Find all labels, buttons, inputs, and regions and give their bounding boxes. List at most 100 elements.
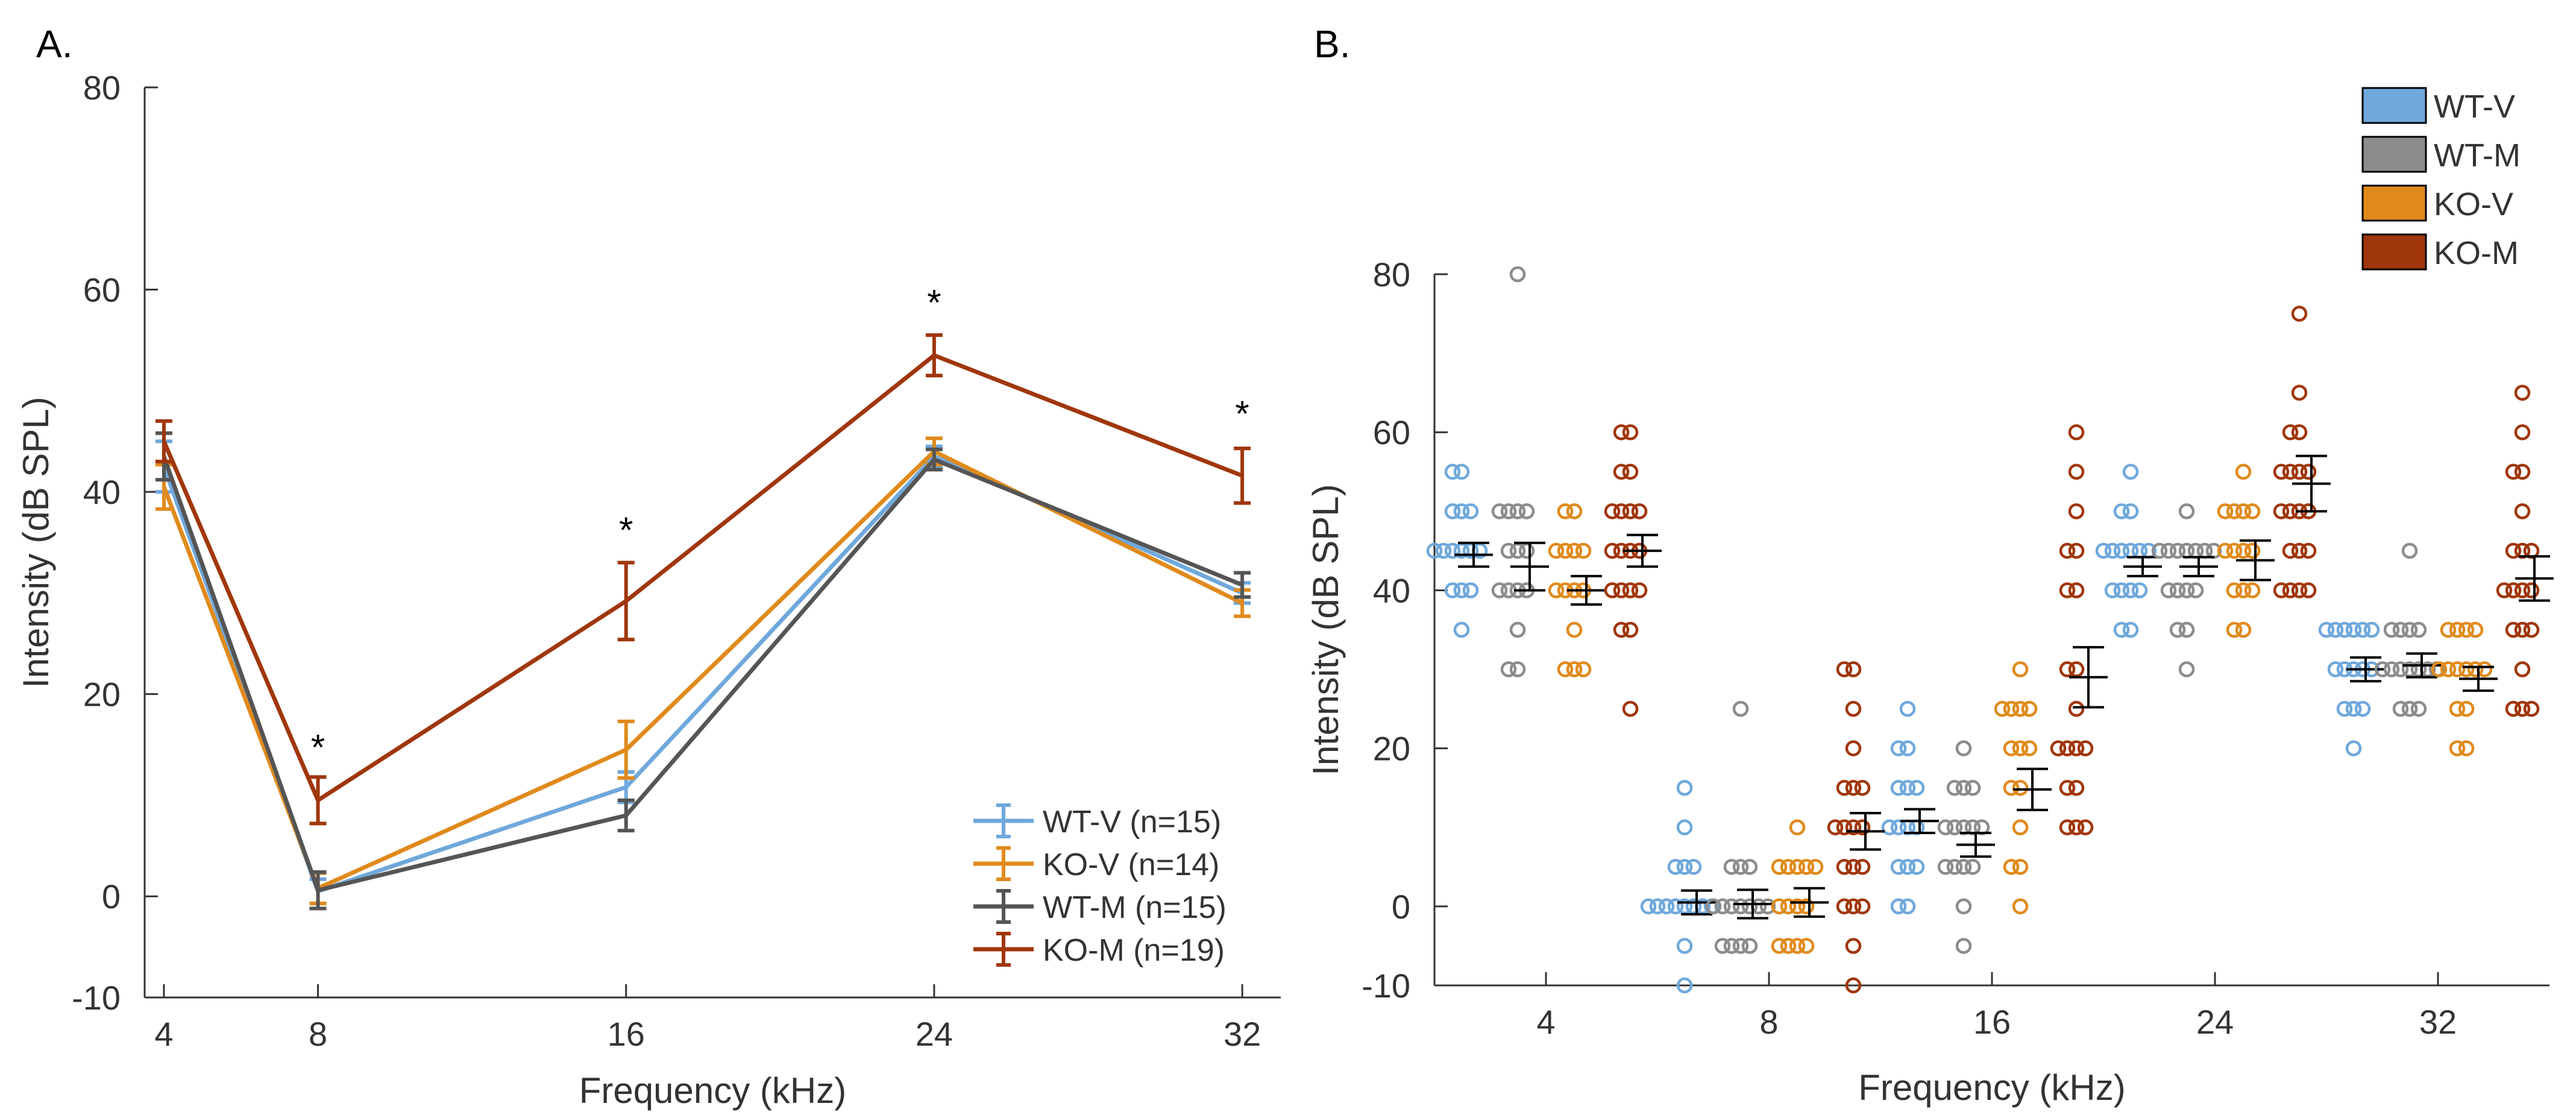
data-point [1613,582,1630,598]
data-point [2003,740,2020,756]
data-point [1685,859,1702,875]
data-point [1462,582,1479,598]
data-point [2151,542,2168,559]
data-point [1714,898,1731,915]
data-point [2514,503,2531,520]
data-point [1631,582,1648,598]
data-point [1622,424,1639,441]
data-point [1890,779,1907,796]
data-point [1500,542,1517,559]
data-point [1836,779,1853,796]
data-point [1453,503,1470,520]
data-point [1557,661,1574,677]
data-point [2113,542,2130,559]
data-point [1899,779,1916,796]
y-tick-label: 80 [83,69,121,107]
data-point [2068,424,2085,441]
data-point [2012,700,2029,717]
data-point [1509,503,1526,520]
data-point [2291,306,2308,322]
data-point [2226,542,2243,559]
data-point [1964,859,1981,875]
data-point [1937,819,1954,836]
data-point [1453,542,1470,559]
data-point [1509,542,1526,559]
data-point [1613,424,1630,441]
data-point [2012,661,2029,677]
data-point [1908,859,1925,875]
y-tick-label: 0 [1392,888,1410,926]
data-point [1845,819,1862,836]
data-point [1462,542,1479,559]
significance-asterisk: * [927,283,941,323]
data-point [2160,542,2177,559]
x-tick-label: 16 [1973,1003,2011,1041]
legend-item: WT-V (n=15) [973,803,1221,840]
data-point [2122,582,2139,598]
data-point [1798,938,1815,954]
data-point [2354,700,2371,717]
data-point [1899,898,1916,915]
data-point [1789,819,1806,836]
data-point [1955,859,1972,875]
data-point [1789,938,1806,954]
data-point [2187,582,2204,598]
data-point [1622,700,1639,717]
data-point [1789,859,1806,875]
data-point [1955,898,1972,915]
x-tick-label: 4 [1536,1003,1555,1041]
data-point [1667,859,1684,875]
data-point [1955,779,1972,796]
panel-label-b: B. [1314,22,1350,66]
data-point [2458,700,2475,717]
data-point [1845,779,1862,796]
data-point [2273,503,2290,520]
data-point [2383,661,2400,677]
legend-label: WT-V (n=15) [1043,805,1221,840]
data-point [2514,582,2531,598]
significance-asterisk: * [1235,394,1249,434]
data-point [1845,977,1862,994]
data-point [1444,463,1461,480]
data-point [1622,621,1639,638]
x-tick-label: 24 [2196,1003,2234,1041]
data-point [1685,898,1702,915]
data-point [1899,859,1916,875]
series-ko-m [1604,306,2554,994]
data-point [1604,582,1621,598]
data-point [2003,859,2020,875]
data-point [2178,582,2195,598]
data-point [1937,859,1954,875]
data-point [2244,582,2261,598]
data-point [2021,740,2038,756]
data-point [2354,621,2371,638]
x-tick-label: 32 [2419,1003,2457,1041]
data-point [1453,582,1470,598]
data-point [1658,898,1675,915]
series-ko-v [1548,463,2498,954]
x-axis-label: Frequency (kHz) [1858,1067,2125,1108]
data-point [1723,859,1740,875]
data-point [2505,463,2522,480]
data-point [1557,503,1574,520]
legend-item: KO-V (n=14) [973,846,1219,882]
data-point [2059,542,2076,559]
data-point [2410,700,2427,717]
y-tick-label: 0 [102,878,121,915]
data-point [1780,898,1797,915]
data-point [2496,582,2513,598]
data-point [1946,859,1963,875]
data-point [2401,700,2418,717]
data-point [2291,463,2308,480]
legend-swatch [2361,184,2427,222]
data-point [1741,938,1758,954]
data-point [2068,582,2085,598]
y-tick-label: -10 [72,979,121,1017]
data-point [2077,819,2094,836]
data-point [1566,503,1583,520]
data-point [2523,582,2540,598]
data-point [1676,898,1693,915]
data-point [2449,621,2466,638]
data-point [2059,582,2076,598]
